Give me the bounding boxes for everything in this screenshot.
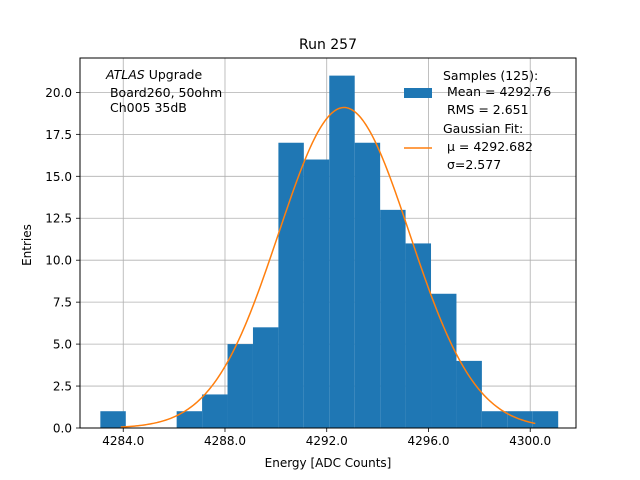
y-tick-label: 7.5 [53,296,72,310]
histogram-bar [329,75,355,428]
chart-title: Run 257 [299,37,357,53]
y-tick-label: 10.0 [45,254,72,268]
y-axis-label: Entries [20,224,34,266]
legend-hist-line-3: RMS = 2.651 [443,102,529,117]
histogram-bar [405,243,432,428]
histogram-bar [303,159,330,428]
axis-ticks: 4284.0 4288.0 4292.0 4296.0 4300.0 0.0 2.5 5.0 7… [45,86,551,448]
atlas-annotation: ATLAS Upgrade Board260, 50ohm Ch005 35dB [105,67,222,115]
histogram-bar [176,411,203,428]
annotation-rest: Upgrade [145,67,203,82]
legend-fit-line-2: μ = 4292.682 [443,139,533,154]
y-tick-label: 20.0 [45,86,72,100]
y-tick-label: 17.5 [45,128,72,142]
gaussian-fit-curve [120,106,536,428]
y-tick-label: 12.5 [45,212,72,226]
annotation-line-3: Ch005 35dB [106,100,187,115]
histogram-bar [481,411,508,428]
x-tick-label: 4284.0 [102,434,144,448]
histogram-bars [100,75,559,428]
x-tick-label: 4300.0 [509,434,551,448]
axes-frame [79,57,577,429]
x-tick-label: 4292.0 [306,434,348,448]
y-tick-label: 2.5 [53,380,72,394]
y-tick-label: 15.0 [45,170,72,184]
histogram-bar [380,209,406,428]
legend-histogram-swatch [404,88,432,98]
histogram-bar [278,142,304,428]
histogram-bar [227,344,253,428]
histogram-bar [202,394,228,428]
annotation-line-2: Board260, 50ohm [106,85,222,100]
y-tick-label: 0.0 [53,422,72,436]
histogram-bar [354,142,381,428]
y-tick-label: 5.0 [53,338,72,352]
x-tick-label: 4296.0 [407,434,449,448]
histogram-bar [431,293,457,428]
legend-hist-line-1: Samples (125): [443,68,538,83]
x-axis-label: Energy [ADC Counts] [265,456,392,470]
legend: Samples (125): Mean = 4292.76 RMS = 2.65… [404,68,551,172]
x-tick-label: 4288.0 [204,434,246,448]
annotation-italic: ATLAS [105,67,145,82]
legend-fit-line-3: σ=2.577 [443,157,501,172]
legend-hist-line-2: Mean = 4292.76 [443,84,551,99]
histogram-bar [100,411,126,428]
histogram-bar [532,411,559,428]
legend-fit-line-1: Gaussian Fit: [443,121,523,136]
annotation-line-1: ATLAS Upgrade [105,67,202,82]
histogram-bar [456,360,482,428]
histogram-bar [252,327,279,428]
